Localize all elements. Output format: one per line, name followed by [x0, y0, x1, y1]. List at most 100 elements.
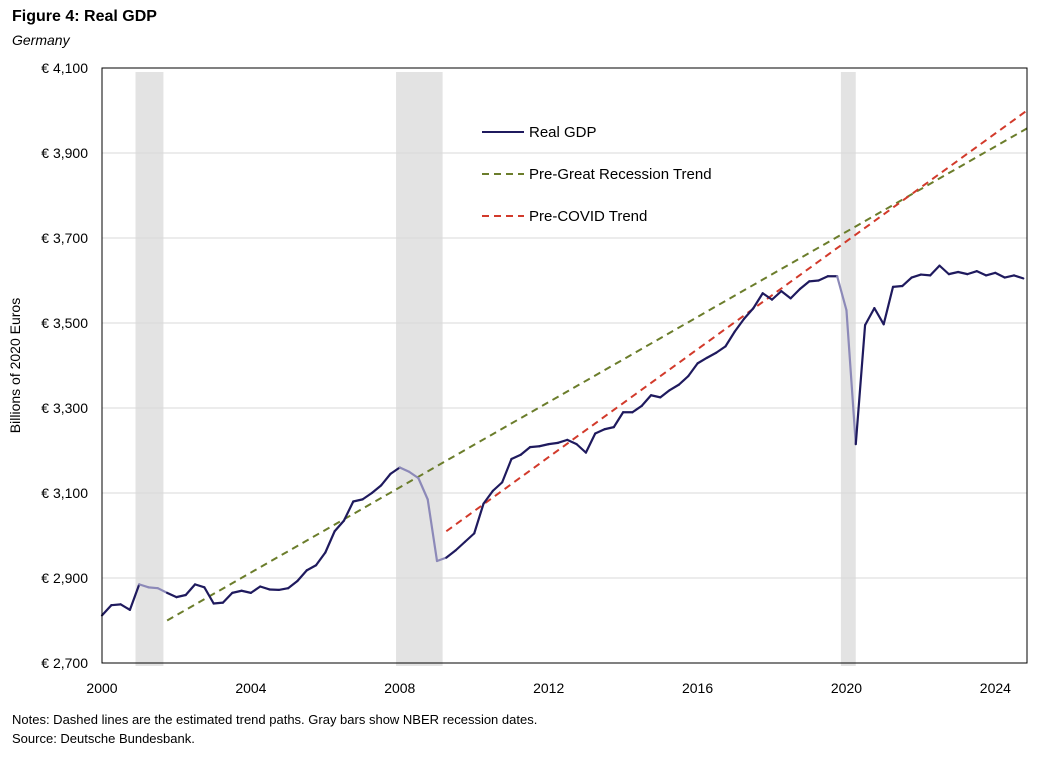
gdp-line-segment [463, 532, 476, 543]
gdp-line-segment [435, 556, 448, 563]
y-tick-label: € 3,500 [41, 315, 88, 331]
gdp-line-segment [1003, 274, 1016, 279]
y-tick-label: € 3,900 [41, 145, 88, 161]
pre-great-recession-trend-line [166, 127, 1028, 622]
gdp-line-segment [212, 601, 225, 605]
gdp-line-segment [119, 603, 132, 611]
gdp-line-segment [342, 500, 355, 522]
gdp-line-segment [445, 549, 457, 559]
gdp-line-segment [305, 564, 318, 572]
gdp-series [100, 264, 1025, 617]
legend-label-2: Pre-Great Recession Trend [529, 166, 712, 183]
gdp-line-segment [417, 477, 429, 501]
figure-title: Figure 4: Real GDP [12, 8, 157, 25]
gdp-line-segment [370, 484, 383, 495]
y-tick-label: € 4,100 [41, 60, 88, 76]
gdp-line-segment [556, 438, 569, 444]
legend-label-3: Pre-COVID Trend [529, 208, 647, 225]
y-tick-label: € 2,900 [41, 570, 88, 586]
gdp-line-segment [584, 432, 597, 454]
gdp-line-segment [184, 583, 197, 597]
y-tick-label: € 3,100 [41, 485, 88, 501]
source-text: Source: Deutsche Bundesbank. [12, 731, 195, 746]
gdp-line-segment [975, 270, 988, 277]
gdp-line-segment [594, 428, 606, 435]
gdp-line-segment [501, 457, 513, 484]
gdp-line-segment [575, 443, 588, 454]
gdp-line-segment [891, 284, 904, 288]
gdp-line-segment [966, 270, 978, 276]
real-gdp-chart: € 2,700 € 2,900 € 3,100 € 3,300 € 3,500 € 3,7… [7, 60, 1028, 696]
gdp-line-segment [333, 519, 346, 533]
gdp-line-segment [482, 489, 494, 505]
y-tick-label: € 3,700 [41, 230, 88, 246]
gdp-line-segment [724, 330, 736, 348]
gdp-line-segment [808, 279, 820, 283]
gdp-line-segment [491, 481, 504, 492]
gdp-line-segment [249, 585, 262, 594]
gdp-line-segment [566, 438, 578, 446]
recession-bars [135, 72, 856, 666]
figure-notes: Notes: Dashed lines are the estimated tr… [12, 710, 537, 748]
gdp-line-segment [166, 591, 178, 599]
trend-lines [166, 109, 1028, 622]
gdp-line-segment [510, 453, 522, 461]
gdp-line-segment [677, 375, 690, 386]
gdp-line-segment [929, 264, 941, 277]
gdp-line-segment [901, 276, 913, 288]
gdp-line-segment [994, 271, 1006, 279]
y-tick-label: € 2,700 [41, 655, 88, 671]
gdp-line-segment [538, 443, 550, 448]
legend: Real GDP Pre-Great Recession Trend Pre-COV… [482, 124, 712, 225]
gdp-line-segment [519, 446, 532, 456]
x-tick-label: 2020 [831, 680, 862, 696]
notes-text: Notes: Dashed lines are the estimated tr… [12, 712, 538, 727]
y-axis-label: Billions of 2020 Euros [7, 298, 23, 433]
gdp-line-segment [984, 271, 997, 277]
gdp-line-segment [687, 362, 699, 378]
gdp-line-segment [863, 307, 876, 327]
x-tick-label: 2012 [533, 680, 564, 696]
legend-label-1: Real GDP [529, 124, 597, 141]
gdp-line-segment [649, 394, 662, 399]
gdp-line-segment [919, 273, 932, 277]
y-tick-label: € 3,300 [41, 400, 88, 416]
gdp-line-segment [696, 356, 708, 365]
x-tick-label: 2000 [86, 680, 117, 696]
gdp-line-segment [296, 569, 308, 583]
gdp-line-segment [631, 404, 643, 414]
gdp-line-segment [389, 466, 401, 475]
gdp-line-segment [854, 324, 867, 446]
gdp-line-segment [147, 586, 159, 590]
gdp-line-segment [193, 583, 206, 589]
gdp-line-segment [277, 587, 290, 592]
x-tick-label: 2024 [980, 680, 1011, 696]
gdp-line-segment [361, 491, 373, 501]
gdp-line-segment [473, 502, 485, 535]
gdp-line-segment [761, 292, 774, 301]
gdp-line-segment [398, 466, 411, 473]
gdp-line-segment [733, 317, 746, 333]
gdp-line-segment [175, 593, 187, 599]
gdp-line-segment [873, 307, 885, 326]
x-tick-label: 2008 [384, 680, 415, 696]
plot-frame [101, 67, 1028, 664]
gdp-line-segment [221, 591, 234, 604]
gdp-line-segment [882, 285, 895, 326]
gdp-line-segment [454, 540, 467, 552]
gdp-line-segment [789, 287, 802, 300]
gdp-line-segment [752, 292, 764, 310]
gdp-line-segment [640, 394, 653, 407]
figure-subtitle: Germany [12, 32, 70, 48]
gdp-line-segment [743, 307, 755, 320]
gdp-line-segment [528, 445, 541, 449]
gdp-line-segment [947, 270, 960, 276]
gdp-line-segment [547, 441, 560, 446]
gdp-line-segment [407, 470, 420, 480]
recession-bar-2 [396, 72, 443, 666]
gdp-line-segment [910, 273, 923, 279]
gridlines [102, 152, 1027, 579]
gdp-line-segment [352, 498, 364, 503]
gdp-line-segment [380, 472, 392, 487]
recession-bar-3 [840, 72, 856, 666]
